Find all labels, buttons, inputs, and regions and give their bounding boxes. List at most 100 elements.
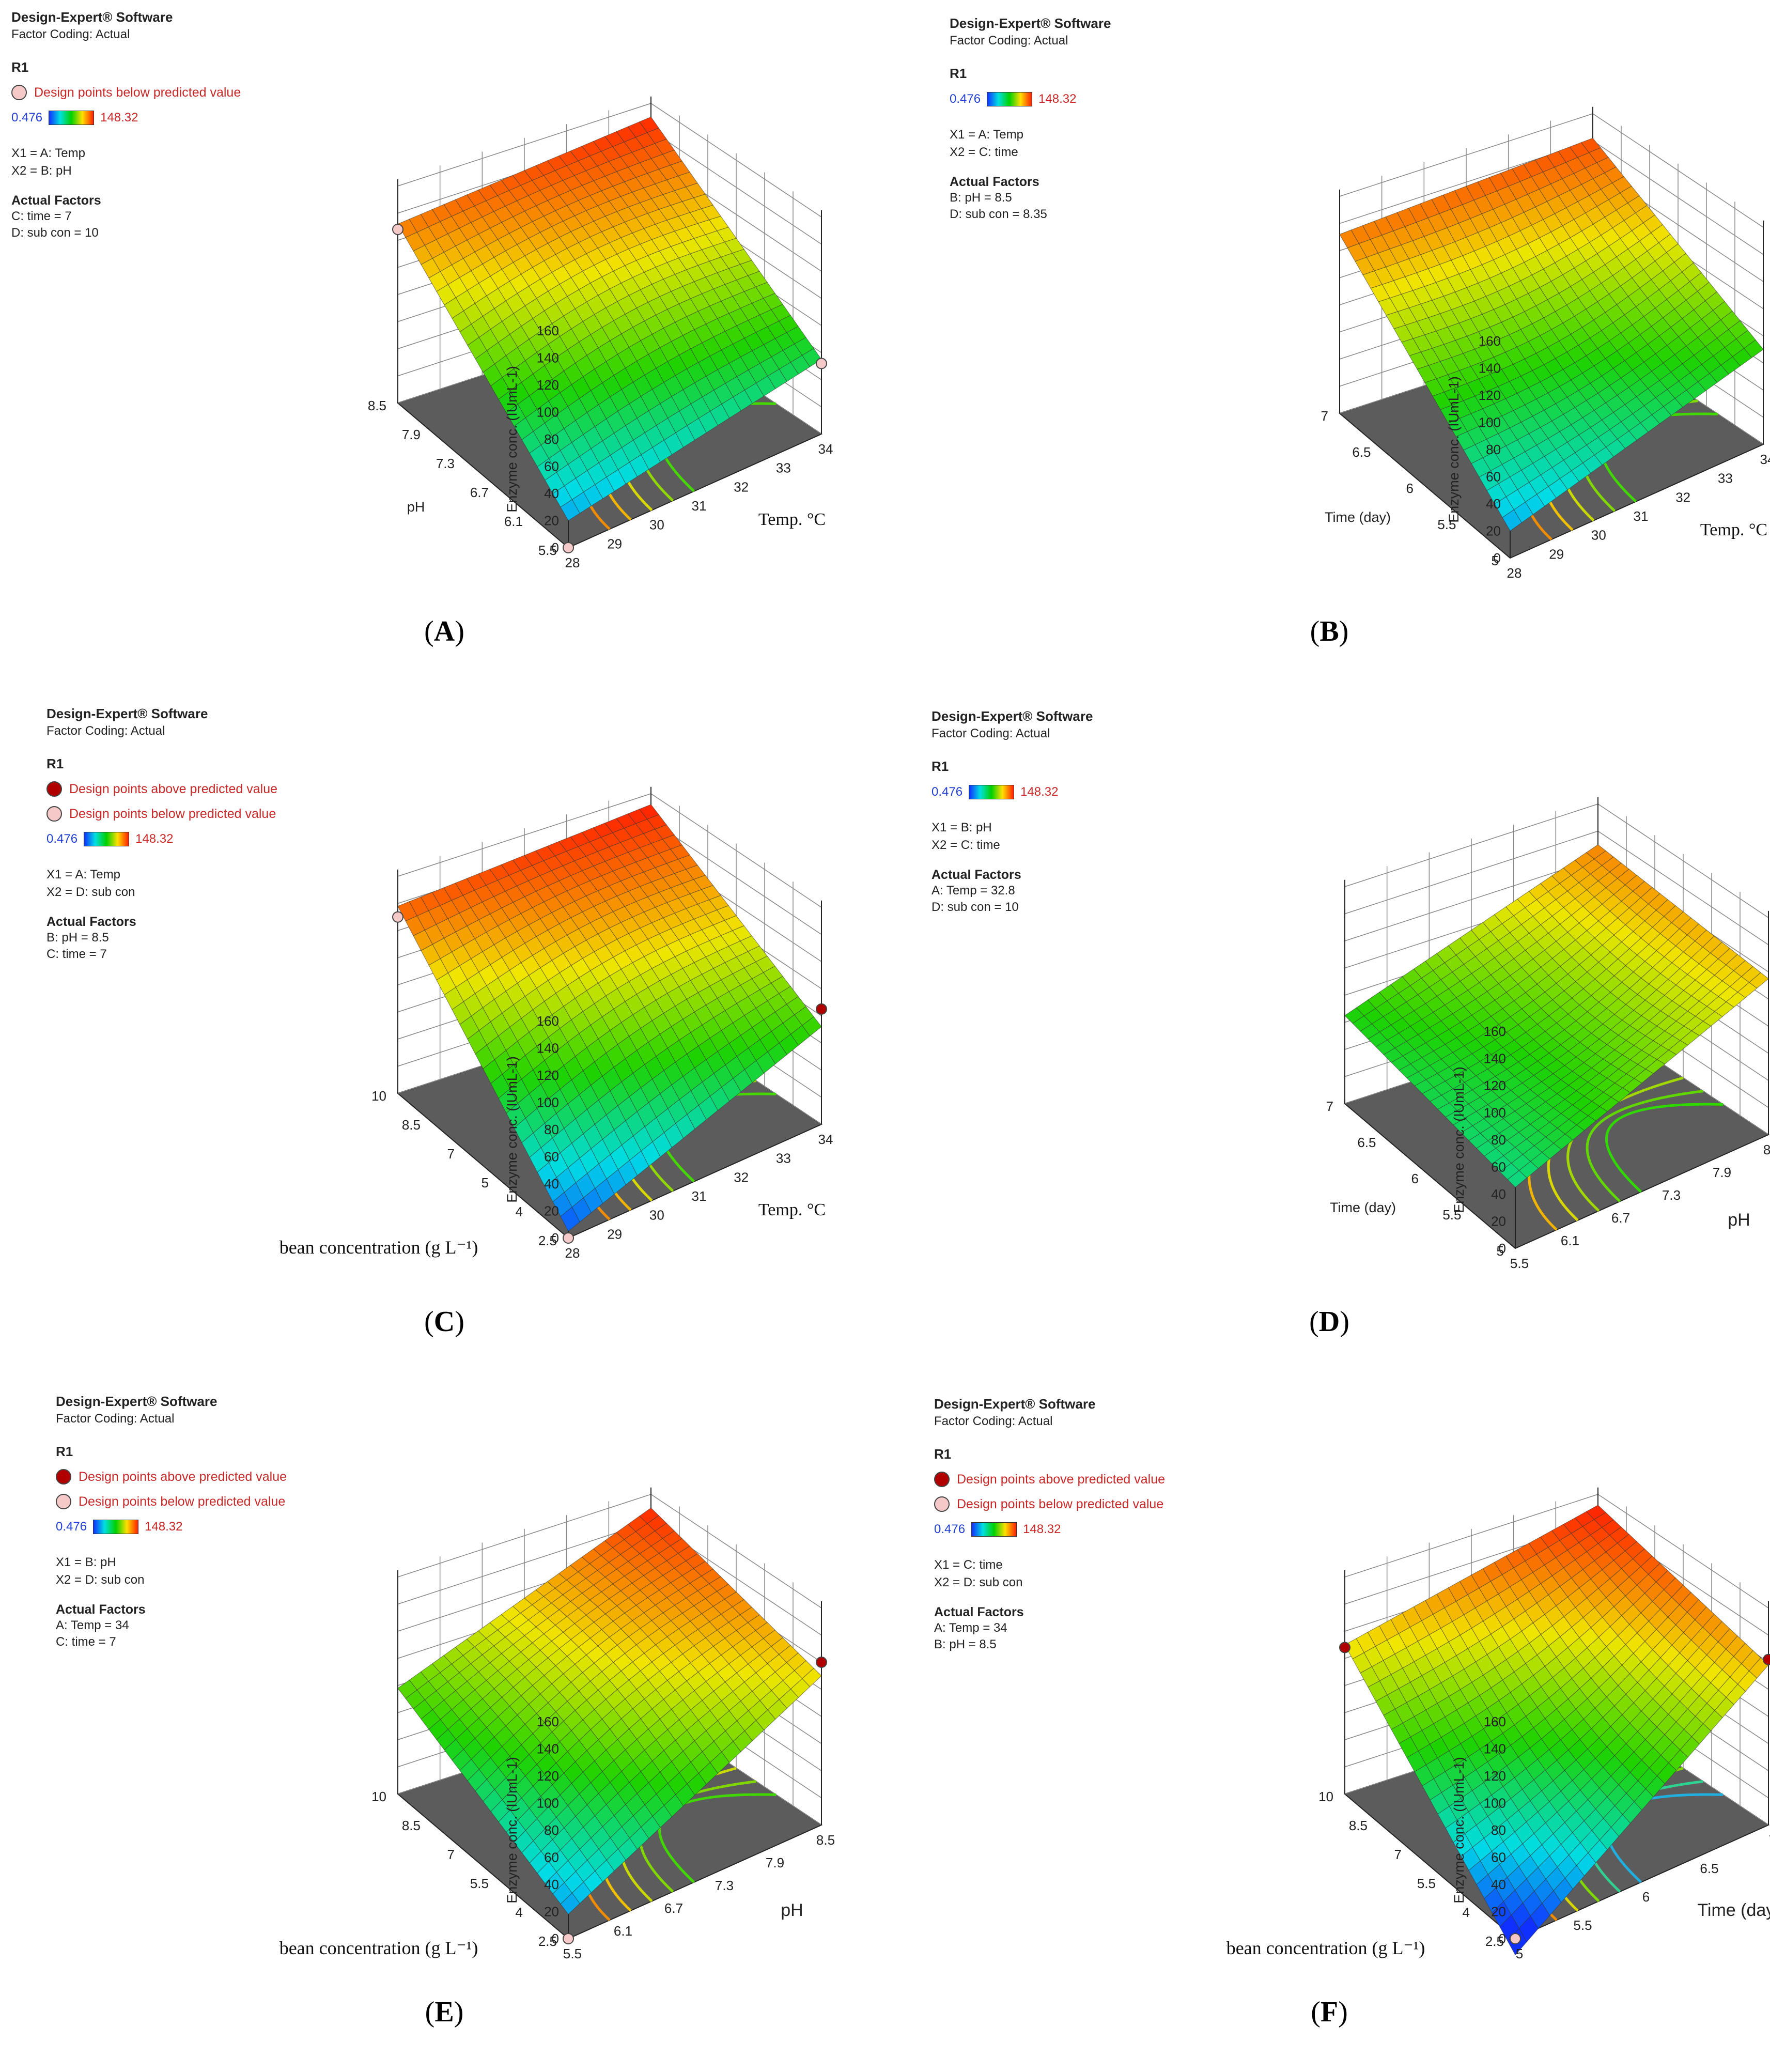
color-min: 0.476 (56, 1520, 87, 1534)
design-point-label: Design points below predicted value (34, 85, 241, 100)
below-point-icon (46, 806, 62, 822)
factor-list: X1 = A: Temp X2 = C: time (950, 126, 1111, 161)
right-axis-label: Time (day) (1697, 1900, 1770, 1920)
z-tick-label: 140 (537, 1041, 559, 1056)
panel-f: Design-Expert® Software Factor Coding: Ac… (885, 1381, 1770, 2071)
z-tick-label: 20 (544, 1203, 559, 1219)
legend-block: Design-Expert® Software Factor Coding: Ac… (934, 1396, 1165, 1653)
left-axis-tick: 7 (1394, 1847, 1402, 1862)
z-tick-label: 160 (1484, 1024, 1506, 1039)
color-max: 148.32 (100, 111, 138, 125)
left-axis-label: Time (day) (1330, 1200, 1396, 1215)
left-axis-tick: 4 (516, 1204, 523, 1219)
z-tick-label: 100 (1484, 1105, 1506, 1121)
design-point (392, 224, 403, 235)
x2-factor: X2 = D: sub con (46, 885, 135, 899)
factor-list: X1 = B: pH X2 = C: time (931, 819, 1093, 854)
response-surface (1339, 137, 1764, 532)
z-tick-label: 80 (1491, 1822, 1506, 1838)
right-axis-label: Temp. °C (1700, 520, 1767, 539)
right-axis-tick: 32 (734, 479, 749, 494)
right-axis-tick: 8.5 (1763, 1142, 1770, 1157)
color-gradient-bar (84, 832, 130, 846)
right-axis-tick: 7.3 (715, 1878, 734, 1893)
color-min: 0.476 (950, 92, 981, 106)
z-tick-label: 60 (1491, 1850, 1506, 1865)
design-point-label: Design points above predicted value (69, 781, 278, 796)
left-axis-tick: 5.5 (470, 1876, 489, 1891)
design-point (563, 1933, 574, 1944)
z-tick-label: 60 (1491, 1159, 1506, 1175)
color-min: 0.476 (46, 832, 78, 846)
x2-factor: X2 = C: time (931, 838, 1000, 852)
left-axis-tick: 4 (1463, 1905, 1470, 1920)
z-tick-label: 160 (1479, 333, 1501, 349)
left-axis-tick: 5 (482, 1175, 489, 1190)
right-axis-tick: 5.5 (563, 1946, 582, 1961)
actual-factor: C: time = 7 (11, 209, 72, 223)
design-point (816, 1003, 827, 1015)
right-axis-tick: 33 (776, 460, 791, 476)
caption-open: ( (424, 615, 434, 647)
z-tick-label: 40 (1491, 1877, 1506, 1892)
caption-letter: A (433, 615, 455, 647)
right-axis-tick: 31 (692, 1188, 707, 1204)
design-point-legend: Design points below predicted value (46, 806, 277, 822)
right-axis-tick: 6.1 (1561, 1233, 1579, 1248)
design-point-label: Design points below predicted value (957, 1496, 1164, 1511)
left-axis-tick: 6 (1406, 481, 1414, 496)
legend-block: Design-Expert® Software Factor Coding: Ac… (950, 16, 1111, 223)
z-tick-label: 100 (1479, 415, 1501, 430)
actual-factor: C: time = 7 (46, 947, 107, 961)
caption-close: ) (1339, 615, 1349, 647)
panel-caption: (A) (393, 615, 496, 648)
right-axis-tick: 29 (1549, 546, 1564, 562)
caption-letter: D (1318, 1306, 1340, 1338)
factor-coding: Factor Coding: Actual (931, 726, 1050, 740)
left-axis-tick: 2.5 (1485, 1934, 1504, 1949)
z-tick-label: 0 (552, 1230, 559, 1246)
z-tick-label: 40 (1491, 1186, 1506, 1202)
right-axis-tick: 30 (649, 1208, 664, 1223)
response-label: R1 (950, 66, 967, 81)
design-point (563, 1232, 574, 1244)
right-axis-tick: 28 (1507, 565, 1522, 581)
left-axis-tick: 2.5 (538, 1233, 557, 1248)
design-point (1339, 1642, 1350, 1653)
factor-coding: Factor Coding: Actual (11, 27, 130, 41)
actual-factor: B: pH = 8.5 (934, 1637, 997, 1651)
z-tick-label: 160 (537, 1013, 559, 1029)
design-point-label: Design points below predicted value (69, 806, 276, 821)
actual-factor: A: Temp = 32.8 (931, 884, 1015, 898)
right-axis-tick: 34 (818, 441, 833, 457)
left-axis-tick: 7 (447, 1847, 455, 1862)
z-axis-label: Enzyme conc. (IUmL-1) (1451, 1757, 1467, 1904)
design-point-legend: Design points below predicted value (56, 1494, 287, 1509)
contour-line (1605, 1103, 1724, 1193)
z-tick-label: 80 (544, 1822, 559, 1838)
right-axis-tick: 6.5 (1700, 1861, 1718, 1876)
caption-letter: B (1319, 615, 1339, 647)
design-point-legend: Design points above predicted value (934, 1472, 1165, 1487)
color-min: 0.476 (11, 111, 43, 125)
panel-c: Design-Expert® Software Factor Coding: Ac… (0, 690, 885, 1381)
software-title: Design-Expert® Software (950, 16, 1111, 31)
response-label: R1 (11, 59, 29, 75)
x2-factor: X2 = B: pH (11, 164, 72, 178)
actual-factor: B: pH = 8.5 (950, 191, 1012, 205)
z-tick-label: 40 (544, 1877, 559, 1892)
z-tick-label: 160 (1484, 1714, 1506, 1729)
z-tick-label: 100 (537, 405, 559, 420)
software-title: Design-Expert® Software (56, 1394, 218, 1409)
response-surface (397, 116, 822, 521)
design-point (816, 358, 827, 369)
left-axis-label: Time (day) (1325, 509, 1391, 525)
factor-list: X1 = C: time X2 = D: sub con (934, 1556, 1165, 1591)
left-axis-label: Soybean concentration (g L⁻¹) (1226, 1938, 1425, 1958)
right-axis-label: Temp. °C (758, 1200, 826, 1219)
caption-close: ) (455, 615, 464, 647)
z-tick-label: 140 (1484, 1741, 1506, 1757)
legend-block: Design-Expert® Software Factor Coding: Ac… (11, 9, 241, 241)
right-axis-label: pH (1728, 1210, 1750, 1230)
z-tick-label: 80 (544, 431, 559, 447)
